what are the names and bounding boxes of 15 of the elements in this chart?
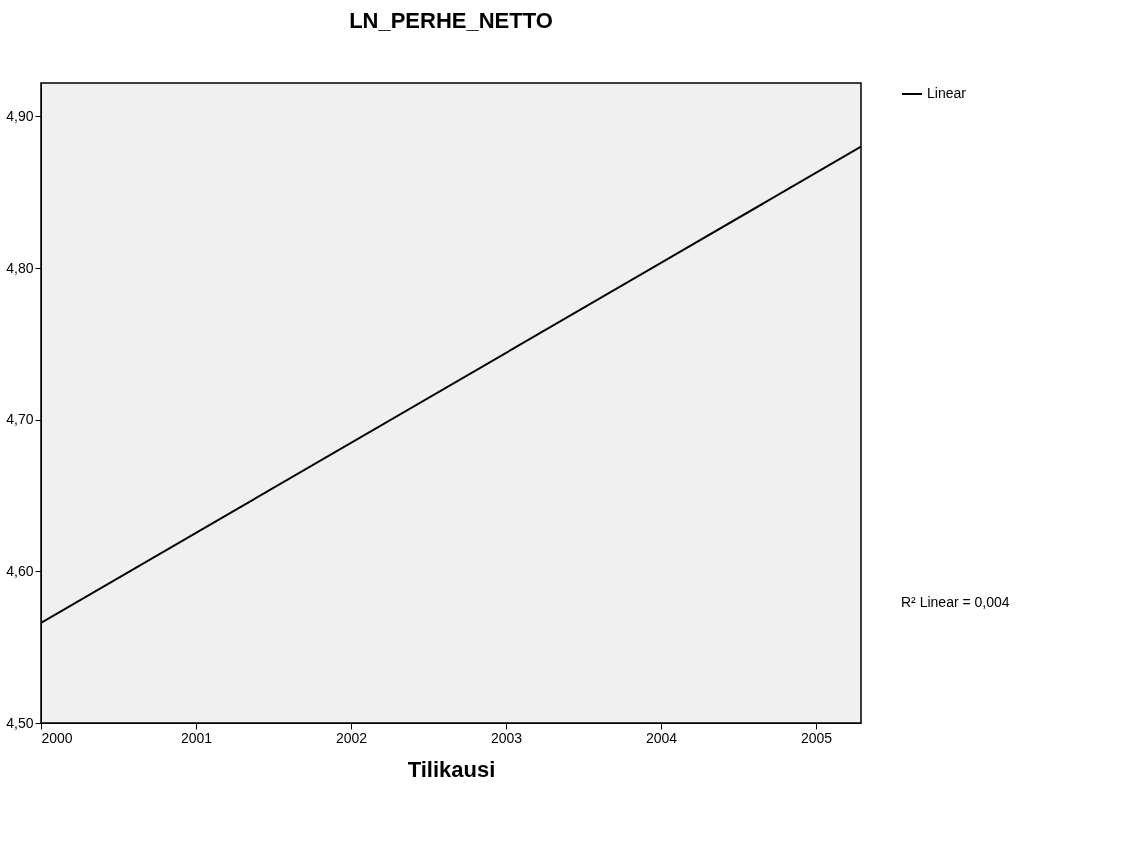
x-tick-label: 2003 [490, 729, 523, 746]
legend-label: Linear [927, 85, 967, 101]
y-tick-label: 4,90 [6, 107, 34, 124]
chart-title: LN_PERHE_NETTO [349, 8, 553, 33]
text: R² Linear = 0,004 [901, 594, 1010, 610]
y-tick-label: 4,70 [6, 411, 34, 428]
x-axis-title: Tilikausi [407, 756, 496, 782]
x-tick-label: 2002 [335, 729, 368, 746]
y-tick-label: 4,60 [6, 562, 34, 579]
x-tick-label: 2005 [800, 729, 833, 746]
x-tick-label: 2000 [41, 729, 73, 746]
y-tick-label: 4,80 [6, 259, 34, 276]
x-tick-label: 2001 [180, 729, 213, 746]
y-tick-label: 4,50 [6, 714, 34, 731]
x-tick-label: 2004 [645, 729, 678, 746]
